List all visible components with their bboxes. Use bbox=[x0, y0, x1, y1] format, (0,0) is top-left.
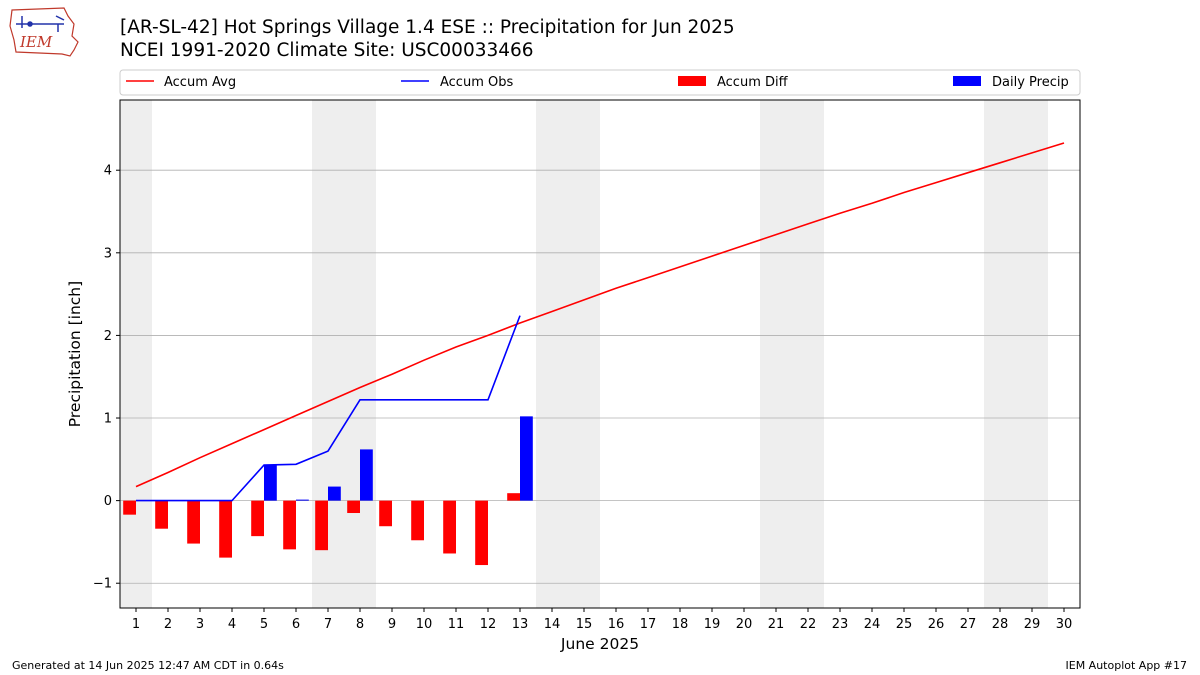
weekend-shade-day-15 bbox=[568, 100, 600, 608]
x-tick-label-4: 5 bbox=[260, 617, 268, 632]
x-tick-label-14: 15 bbox=[576, 617, 593, 632]
legend-swatch-accum-diff bbox=[678, 76, 706, 86]
daily-precip-bar-day-5 bbox=[264, 465, 277, 501]
accum-diff-bar-day-7 bbox=[315, 500, 328, 551]
accum-diff-bar-day-3 bbox=[187, 500, 200, 544]
accum-diff-bar-day-6 bbox=[283, 500, 296, 550]
logo-text: IEM bbox=[19, 33, 53, 51]
x-tick-label-11: 12 bbox=[480, 617, 497, 632]
x-tick-label-9: 10 bbox=[416, 617, 433, 632]
x-axis-label: June 2025 bbox=[560, 635, 639, 653]
x-tick-label-3: 4 bbox=[228, 617, 236, 632]
accum-diff-bar-day-9 bbox=[379, 500, 392, 527]
x-tick-label-12: 13 bbox=[512, 617, 529, 632]
y-tick-label-0: −1 bbox=[93, 577, 112, 592]
y-axis-label: Precipitation [inch] bbox=[66, 281, 84, 427]
weekend-shade-day-14 bbox=[536, 100, 568, 608]
accum-diff-bar-day-12 bbox=[475, 500, 488, 566]
grid-lines bbox=[120, 169, 1080, 584]
y-tick-label-5: 4 bbox=[104, 164, 112, 179]
x-tick-label-26: 27 bbox=[960, 617, 977, 632]
legend: Accum Avg Accum Obs Accum Diff Daily Pre… bbox=[119, 69, 1081, 96]
chart-title-line1: [AR-SL-42] Hot Springs Village 1.4 ESE :… bbox=[120, 17, 735, 38]
y-tick-label-2: 1 bbox=[104, 412, 112, 427]
x-tick-label-2: 3 bbox=[196, 617, 204, 632]
footer-generated-text: Generated at 14 Jun 2025 12:47 AM CDT in… bbox=[12, 659, 284, 672]
legend-label-accum-obs: Accum Obs bbox=[440, 75, 513, 90]
daily-precip-bar-day-13 bbox=[520, 416, 533, 501]
accum-diff-bar-day-4 bbox=[219, 500, 232, 558]
x-tick-label-13: 14 bbox=[544, 617, 561, 632]
x-tick-label-16: 17 bbox=[640, 617, 657, 632]
y-tick-label-3: 2 bbox=[104, 329, 112, 344]
plot-frame bbox=[119, 99, 1081, 609]
legend-label-daily-precip: Daily Precip bbox=[992, 75, 1069, 90]
accum-avg-line bbox=[135, 142, 1065, 488]
x-tick-label-23: 24 bbox=[864, 617, 881, 632]
daily-precip-bar-day-7 bbox=[328, 486, 341, 501]
accum-diff-bar-day-11 bbox=[443, 500, 456, 554]
lines bbox=[135, 142, 1065, 502]
weekend-shade-day-8 bbox=[344, 100, 376, 608]
weekend-shading bbox=[120, 100, 1048, 608]
weather-station-icon bbox=[16, 15, 65, 32]
x-tick-label-19: 20 bbox=[736, 617, 753, 632]
x-tick-label-1: 2 bbox=[164, 617, 172, 632]
legend-label-accum-diff: Accum Diff bbox=[717, 75, 789, 90]
y-tick-label-4: 3 bbox=[104, 246, 112, 261]
x-tick-label-29: 30 bbox=[1056, 617, 1073, 632]
weekend-shade-day-21 bbox=[760, 100, 792, 608]
accum-obs-line bbox=[136, 315, 521, 502]
daily-precip-bar-day-6 bbox=[296, 499, 309, 501]
x-tick-label-21: 22 bbox=[800, 617, 817, 632]
x-tick-label-28: 29 bbox=[1024, 617, 1041, 632]
bars bbox=[123, 416, 533, 566]
footer-app-text: IEM Autoplot App #17 bbox=[1065, 659, 1188, 672]
weekend-shade-day-29 bbox=[1016, 100, 1048, 608]
x-tick-label-22: 23 bbox=[832, 617, 849, 632]
state-outline-icon bbox=[9, 7, 79, 57]
x-tick-label-8: 9 bbox=[388, 617, 396, 632]
x-tick-label-10: 11 bbox=[448, 617, 465, 632]
accum-diff-bar-day-5 bbox=[251, 500, 264, 537]
iem-logo: IEM bbox=[9, 7, 79, 57]
x-tick-label-5: 6 bbox=[292, 617, 300, 632]
chart-title-line2: NCEI 1991-2020 Climate Site: USC00033466 bbox=[120, 40, 534, 61]
legend-box bbox=[119, 69, 1081, 96]
accum-diff-bar-day-1 bbox=[123, 500, 136, 515]
x-tick-label-17: 18 bbox=[672, 617, 689, 632]
x-tick-label-18: 19 bbox=[704, 617, 721, 632]
x-tick-label-15: 16 bbox=[608, 617, 625, 632]
x-tick-label-27: 28 bbox=[992, 617, 1009, 632]
y-tick-label-1: 0 bbox=[104, 494, 112, 509]
x-tick-label-24: 25 bbox=[896, 617, 913, 632]
accum-diff-bar-day-10 bbox=[411, 500, 424, 541]
weekend-shade-day-1 bbox=[120, 100, 152, 608]
accum-diff-bar-day-2 bbox=[155, 500, 168, 529]
x-tick-label-6: 7 bbox=[324, 617, 332, 632]
weekend-shade-day-22 bbox=[792, 100, 824, 608]
x-tick-label-25: 26 bbox=[928, 617, 945, 632]
legend-label-accum-avg: Accum Avg bbox=[164, 75, 236, 90]
x-axis-ticks: 1 2 3 4 5 6 7 8 9 10 11 12 13 14 15 16 17 18 19 20 21 22 23 24 2… bbox=[132, 608, 1072, 632]
accum-diff-bar-day-13 bbox=[507, 493, 520, 501]
x-tick-label-7: 8 bbox=[356, 617, 364, 632]
legend-swatch-daily-precip bbox=[953, 76, 981, 86]
x-tick-label-0: 1 bbox=[132, 617, 140, 632]
daily-precip-bar-day-8 bbox=[360, 449, 373, 501]
y-axis-ticks: −1 0 1 2 3 4 bbox=[93, 164, 120, 592]
accum-diff-bar-day-8 bbox=[347, 500, 360, 514]
x-tick-label-20: 21 bbox=[768, 617, 785, 632]
weekend-shade-day-28 bbox=[984, 100, 1016, 608]
